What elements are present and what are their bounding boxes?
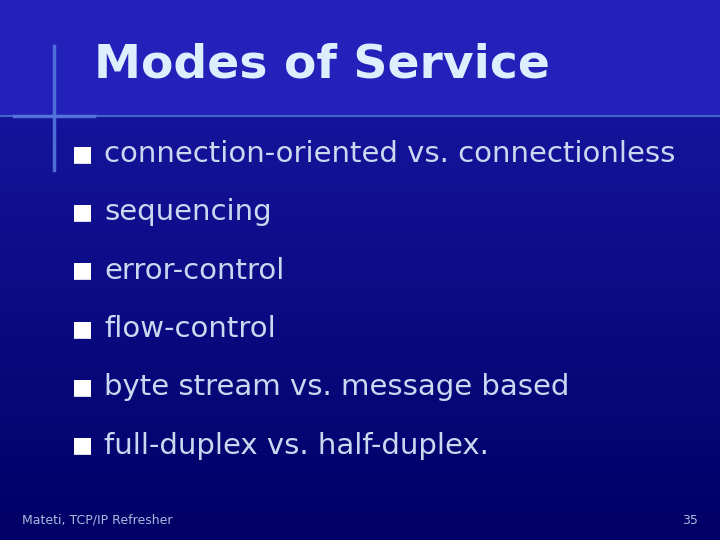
Text: sequencing: sequencing — [104, 198, 272, 226]
Text: connection-oriented vs. connectionless: connection-oriented vs. connectionless — [104, 140, 676, 168]
Bar — [0, 0, 720, 116]
Text: ■: ■ — [72, 202, 93, 222]
Text: Modes of Service: Modes of Service — [94, 42, 549, 87]
Text: 35: 35 — [683, 514, 698, 526]
Text: ■: ■ — [72, 319, 93, 339]
Text: byte stream vs. message based: byte stream vs. message based — [104, 373, 570, 401]
Text: error-control: error-control — [104, 256, 285, 285]
Text: ■: ■ — [72, 435, 93, 456]
Text: ■: ■ — [72, 144, 93, 164]
Text: full-duplex vs. half-duplex.: full-duplex vs. half-duplex. — [104, 431, 490, 460]
Text: ■: ■ — [72, 260, 93, 281]
Text: flow-control: flow-control — [104, 315, 276, 343]
Text: Mateti, TCP/IP Refresher: Mateti, TCP/IP Refresher — [22, 514, 172, 526]
Text: ■: ■ — [72, 377, 93, 397]
